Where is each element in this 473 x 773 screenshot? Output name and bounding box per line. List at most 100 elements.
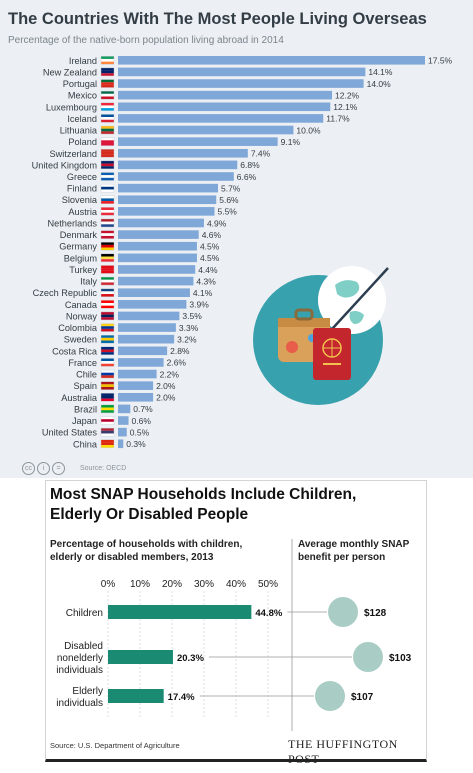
category-label: Elderly (72, 686, 103, 697)
data-label: 3.9% (189, 300, 209, 310)
snap-bar-chart: 0% 10% 20% 30% 40% 50% Children 44.8% $128 Disabl… (56, 539, 412, 731)
flag-border (100, 160, 115, 170)
tick-label: Luxembourg (46, 102, 97, 112)
data-label: 14.1% (368, 67, 393, 77)
flag-border (100, 56, 115, 65)
flag-stripe (101, 91, 114, 94)
bar (118, 195, 217, 205)
flag-stripe (101, 175, 114, 178)
brand-logo: THE HUFFINGTON POST (288, 737, 398, 766)
flag-stripe (101, 326, 114, 329)
flag-icon (100, 300, 115, 309)
flag-stripe (101, 265, 114, 269)
category-label: Disabled (64, 641, 103, 652)
data-label: 3.3% (179, 323, 199, 333)
flag-icon (100, 79, 115, 88)
flag-border (100, 416, 115, 425)
flag-stripe (101, 375, 114, 379)
flag-icon (100, 172, 115, 181)
data-label: 3.2% (177, 334, 197, 344)
tick-label: Spain (74, 381, 98, 391)
tick-label: Denmark (60, 230, 98, 240)
flag-stripe (101, 346, 114, 350)
data-label: 44.8% (255, 608, 282, 619)
tick-label: Germany (59, 242, 97, 252)
flag-stripe (101, 61, 114, 65)
passport-text (323, 363, 341, 365)
flag-stripe (101, 370, 114, 373)
flag-stripe (101, 184, 114, 187)
flag-stripe (101, 233, 114, 236)
flag-icon (100, 90, 115, 100)
flag-icon (100, 125, 115, 135)
flag-stripe (101, 352, 114, 355)
flag-stripe (101, 151, 114, 155)
tick-label: Italy (80, 277, 97, 287)
flag-stripe (101, 302, 114, 306)
category-label: Children (66, 608, 103, 619)
bar (118, 265, 196, 274)
flag-icon (100, 67, 115, 77)
flag-border (100, 265, 115, 274)
flag-stripe (101, 166, 114, 169)
tick-label: Turkey (69, 265, 97, 275)
flag-icon (100, 288, 115, 297)
flag-icon (100, 439, 115, 448)
data-label: 7.4% (251, 149, 271, 159)
chart-source: Source: OECD (80, 465, 127, 472)
flag-stripe (101, 387, 114, 390)
bar (118, 67, 366, 77)
flag-stripe (101, 79, 114, 83)
chart-subtitle: Percentage of the native-born population… (8, 35, 284, 46)
bar (118, 404, 131, 414)
flag-border (100, 346, 115, 355)
flag-stripe (101, 404, 114, 408)
data-label: 10.0% (296, 125, 321, 135)
bar (118, 300, 187, 309)
flag-border (100, 242, 115, 251)
bar (118, 148, 248, 158)
flag-stripe (101, 300, 114, 303)
category-label: individuals (56, 665, 103, 676)
data-label: 11.7% (326, 114, 350, 124)
flag-stripe (101, 291, 114, 295)
bar (118, 369, 157, 379)
flag-stripe (101, 142, 114, 146)
tick-label: Norway (66, 311, 98, 321)
flag-stripe (101, 189, 114, 193)
bar (118, 207, 215, 216)
bar (118, 253, 197, 263)
bar (118, 334, 175, 344)
chart-title: Most SNAP Households Include Children, E… (50, 486, 357, 523)
flag-border (100, 404, 115, 414)
flag-stripe (101, 282, 114, 286)
flag-stripe (101, 349, 114, 353)
flag-border (100, 195, 115, 204)
bar (118, 241, 197, 251)
tick-label: Canada (65, 300, 98, 310)
bar (118, 137, 278, 146)
benefit-bubble (328, 597, 358, 627)
suitcase-band (278, 318, 330, 327)
tick-label: Portugal (63, 79, 97, 89)
flag-stripe (101, 361, 114, 364)
flag-stripe (101, 96, 114, 100)
data-label: 4.5% (200, 242, 220, 252)
tick-label: Slovenia (62, 195, 98, 205)
flag-icon (100, 218, 115, 228)
bar (118, 125, 294, 135)
flag-stripe (101, 93, 114, 97)
data-label: 2.0% (156, 393, 176, 403)
flag-stripe (101, 73, 114, 76)
flag-stripe (101, 212, 114, 216)
bar (118, 311, 180, 321)
flag-stripe (101, 421, 114, 425)
bar (118, 358, 164, 367)
category-label: individuals (56, 698, 103, 709)
flag-stripe (101, 419, 114, 422)
flag-stripe (101, 221, 114, 225)
flag-border (100, 137, 115, 146)
flag-border (100, 381, 115, 390)
flag-stripe (101, 433, 114, 437)
cc-icon: cc (22, 462, 35, 475)
